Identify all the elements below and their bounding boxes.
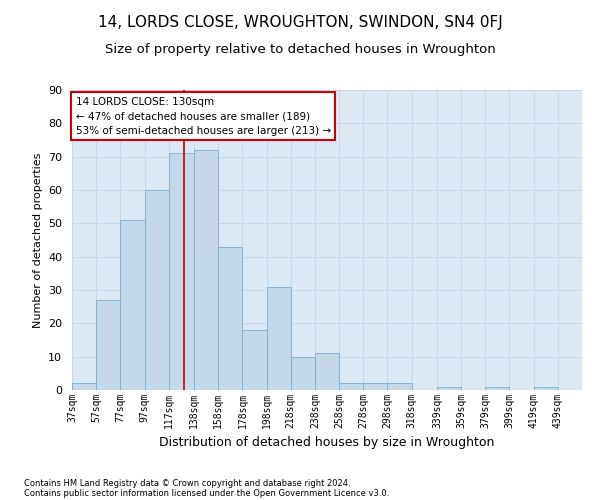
Bar [485, 386, 509, 390]
Y-axis label: Number of detached properties: Number of detached properties [32, 152, 43, 328]
Bar [218, 246, 242, 390]
Text: 14, LORDS CLOSE, WROUGHTON, SWINDON, SN4 0FJ: 14, LORDS CLOSE, WROUGHTON, SWINDON, SN4… [98, 15, 502, 30]
Bar [315, 354, 339, 390]
Bar [169, 154, 194, 390]
X-axis label: Distribution of detached houses by size in Wroughton: Distribution of detached houses by size … [160, 436, 494, 450]
Bar [96, 300, 121, 390]
Bar [363, 384, 388, 390]
Bar [266, 286, 291, 390]
Bar [533, 386, 558, 390]
Bar [437, 386, 461, 390]
Bar [291, 356, 315, 390]
Text: Contains HM Land Registry data © Crown copyright and database right 2024.: Contains HM Land Registry data © Crown c… [24, 478, 350, 488]
Bar [388, 384, 412, 390]
Bar [145, 190, 169, 390]
Text: Contains public sector information licensed under the Open Government Licence v3: Contains public sector information licen… [24, 488, 389, 498]
Bar [72, 384, 96, 390]
Bar [121, 220, 145, 390]
Text: Size of property relative to detached houses in Wroughton: Size of property relative to detached ho… [104, 42, 496, 56]
Text: 14 LORDS CLOSE: 130sqm
← 47% of detached houses are smaller (189)
53% of semi-de: 14 LORDS CLOSE: 130sqm ← 47% of detached… [76, 96, 331, 136]
Bar [339, 384, 363, 390]
Bar [242, 330, 266, 390]
Bar [194, 150, 218, 390]
